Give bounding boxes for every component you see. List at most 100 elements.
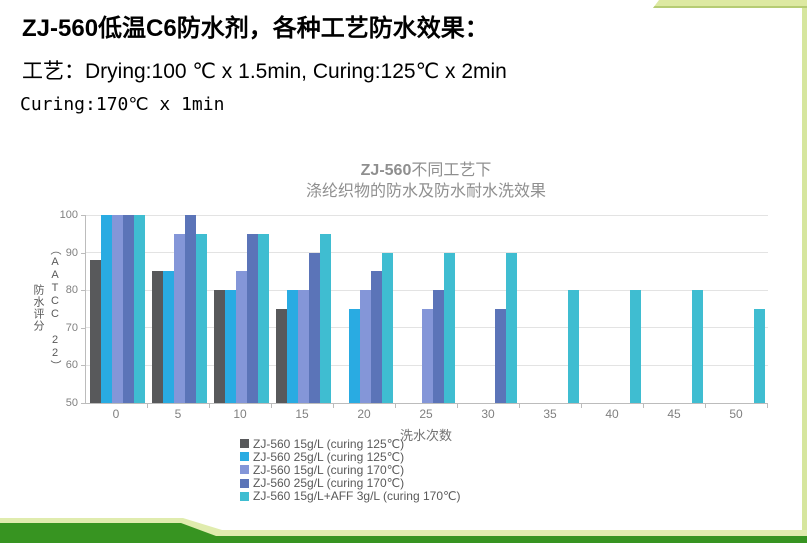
xtick-mark-10: [705, 404, 706, 408]
ytick-label-60: 60: [65, 359, 78, 372]
ytick-mark-80: [81, 290, 85, 292]
xtick-label-10: 10: [233, 407, 247, 421]
top-right-green-bar: [653, 0, 807, 8]
legend-swatch-icon: [240, 465, 249, 475]
legend-item-1: ZJ-560 15g/L (curing 125℃): [240, 436, 460, 451]
bar-series1-x10: [213, 290, 225, 403]
y-axis-title: 防水评分 （AATCC 22）: [30, 243, 63, 373]
bar-series1-x5: [151, 271, 163, 403]
legend-item-4: ZJ-560 25g/L (curing 170℃): [240, 476, 460, 491]
legend-label: ZJ-560 15g/L (curing 170℃): [253, 462, 405, 477]
bar-series5-x35: [567, 290, 579, 403]
gridline-90: [86, 252, 768, 254]
bar-series2-x0: [100, 215, 112, 403]
y-axis-title-text: 防水评分: [32, 284, 44, 332]
xtick-mark-3: [271, 404, 272, 408]
bar-series3-x0: [111, 215, 123, 403]
chart-title: ZJ-560不同工艺下 涤纶织物的防水及防水耐水洗效果: [85, 160, 767, 202]
xtick-label-20: 20: [357, 407, 371, 421]
legend-swatch-icon: [240, 439, 249, 449]
slide-title: ZJ-560低温C6防水剂，各种工艺防水效果：: [22, 15, 489, 42]
xtick-mark-8: [581, 404, 582, 408]
xtick-label-0: 0: [112, 407, 120, 421]
xtick-label-35: 35: [543, 407, 557, 421]
bar-series2-x15: [286, 290, 298, 403]
x-axis-title: 洗水次数: [399, 428, 452, 443]
xtick-label-40: 40: [605, 407, 619, 421]
chart-legend: ZJ-560 15g/L (curing 125℃) ZJ-560 25g/L (…: [240, 437, 460, 503]
bar-series5-x5: [195, 233, 207, 403]
xtick-mark-2: [209, 404, 210, 408]
xtick-label-45: 45: [667, 407, 681, 421]
bar-series4-x0: [122, 215, 134, 403]
process-text-line2: Curing:170℃ x 1min: [20, 94, 225, 115]
ytick-mark-70: [81, 327, 85, 329]
legend-swatch-icon: [240, 491, 249, 501]
bar-series5-x40: [629, 290, 641, 403]
chart-title-line2: 涤纶织物的防水及防水耐水洗效果: [305, 183, 546, 200]
bar-series3-x25: [421, 309, 433, 403]
ytick-label-50: 50: [65, 397, 78, 409]
legend-swatch-icon: [240, 452, 249, 462]
bar-series5-x50: [753, 309, 765, 403]
bar-series4-x10: [246, 233, 258, 403]
legend-swatch-icon: [240, 478, 249, 488]
legend-label: ZJ-560 15g/L (curing 125℃): [253, 436, 405, 451]
bar-series5-x45: [691, 290, 703, 403]
ytick-label-70: 70: [65, 321, 78, 334]
bar-series5-x25: [443, 252, 455, 403]
bar-series1-x15: [275, 309, 287, 403]
ytick-mark-60: [81, 365, 85, 367]
bar-series3-x5: [173, 233, 185, 403]
bar-series5-x30: [505, 252, 517, 403]
bottom-green-band: [0, 518, 807, 543]
bar-series2-x5: [162, 271, 174, 403]
xtick-mark-6: [457, 404, 458, 408]
plot-area: [85, 214, 768, 404]
xtick-mark-7: [519, 404, 520, 408]
xtick-mark-4: [333, 404, 334, 408]
process-text-line1: 工艺：Drying:100 ℃ x 1.5min, Curing:125℃ x …: [22, 60, 507, 83]
legend-item-3: ZJ-560 15g/L (curing 170℃): [240, 462, 460, 477]
xtick-label-15: 15: [295, 407, 309, 421]
gridline-80: [86, 289, 768, 291]
bar-series4-x30: [494, 309, 506, 403]
legend-item-5: ZJ-560 15g/L+AFF 3g/L (curing 170℃): [240, 489, 461, 504]
ytick-mark-50: [81, 403, 85, 404]
y-axis-title-unit: （AATCC 22）: [49, 244, 61, 372]
bar-series3-x20: [359, 290, 371, 403]
ytick-label-80: 80: [65, 284, 78, 297]
ytick-mark-100: [81, 215, 85, 216]
bar-series4-x5: [184, 215, 196, 403]
legend-label: ZJ-560 25g/L (curing 170℃): [253, 476, 405, 491]
legend-item-2: ZJ-560 25g/L (curing 125℃): [240, 449, 460, 464]
ytick-mark-90: [81, 252, 85, 254]
bar-series2-x10: [224, 290, 236, 403]
bar-series5-x15: [319, 233, 331, 403]
xtick-mark-9: [643, 404, 644, 408]
ytick-label-90: 90: [65, 246, 78, 259]
bar-series1-x0: [89, 260, 101, 403]
bar-series4-x25: [432, 290, 444, 403]
bar-series3-x10: [235, 271, 247, 403]
xtick-mark-5: [395, 404, 396, 408]
bar-series5-x20: [381, 252, 393, 403]
right-edge-green-strip: [802, 0, 807, 543]
bar-series4-x15: [308, 252, 320, 403]
ytick-label-100: 100: [59, 209, 78, 221]
xtick-label-30: 30: [481, 407, 495, 421]
xtick-label-25: 25: [419, 407, 433, 421]
bar-series4-x20: [370, 271, 382, 403]
gridline-100: [86, 214, 768, 216]
bar-series3-x15: [297, 290, 309, 403]
xtick-label-5: 5: [174, 407, 182, 421]
xtick-label-50: 50: [729, 407, 743, 421]
legend-label: ZJ-560 25g/L (curing 125℃): [253, 449, 405, 464]
xtick-mark-1: [147, 404, 148, 408]
bar-series5-x10: [257, 233, 269, 403]
bar-series2-x20: [348, 309, 360, 403]
xtick-mark-11: [767, 404, 768, 408]
legend-label: ZJ-560 15g/L+AFF 3g/L (curing 170℃): [253, 489, 461, 504]
chart-title-line1: ZJ-560不同工艺下: [360, 162, 492, 179]
